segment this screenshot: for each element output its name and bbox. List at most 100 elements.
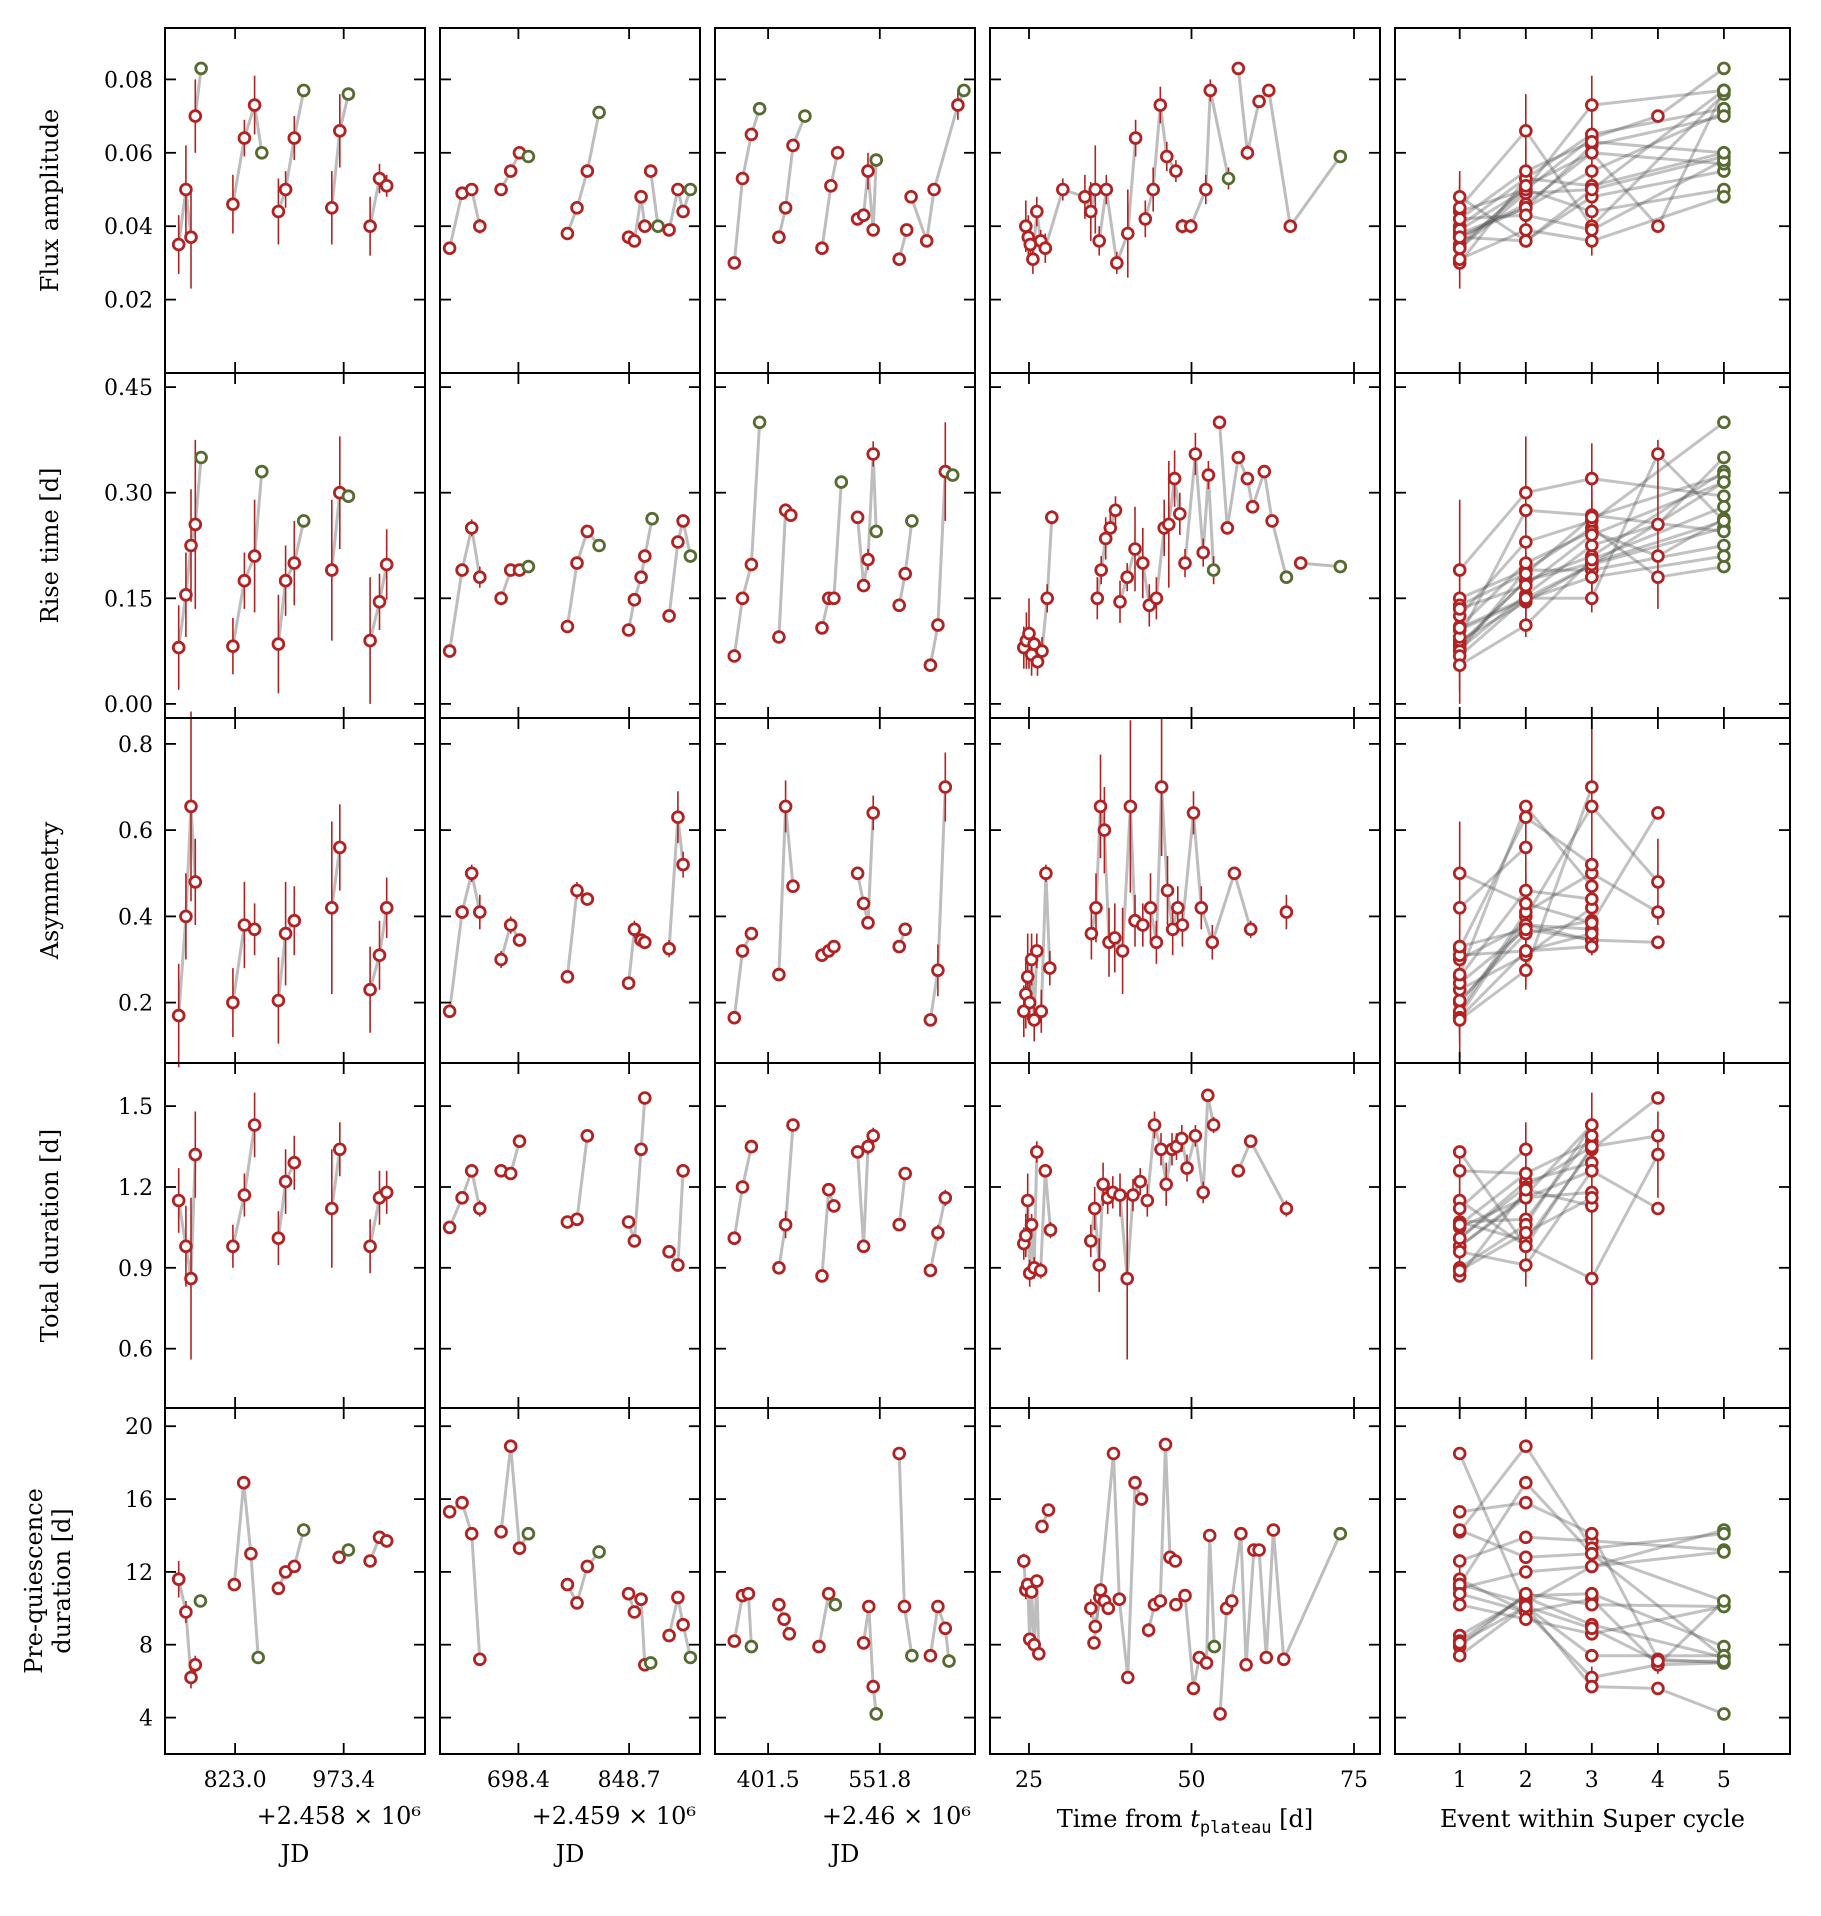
y-tick-label-r3t2: 1.2 (118, 1176, 153, 1201)
y-axis-title-r1l0: Rise time [d] (36, 468, 64, 624)
data-point-r0c2g1p0 (772, 230, 786, 245)
data-point-r3c0g0p2 (184, 1271, 198, 1286)
link-line-r0c2g1 (777, 115, 807, 238)
link-line-r3c4g14 (1458, 1172, 1527, 1226)
data-point-r0c3g2p1 (1099, 182, 1114, 197)
data-point-r0c3g3p0 (1138, 212, 1153, 226)
data-point-r2c0g3p1 (332, 840, 347, 855)
data-point-r0c2g1p1 (778, 201, 793, 215)
data-point-r3c3g5p2 (1180, 1161, 1194, 1175)
data-point-r4c3g6p6 (1252, 1543, 1266, 1557)
data-point-r0c2g1p3 (798, 109, 812, 123)
data-point-r3c3g0p4 (1024, 1217, 1039, 1232)
data-point-r4c2g0p0 (727, 1634, 742, 1648)
data-point-r4c4g12p3 (1651, 1681, 1665, 1696)
data-point-r1c1g1p3 (521, 559, 536, 574)
data-point-r0c3g3p1 (1146, 182, 1160, 197)
link-line-r3c1g2 (566, 1135, 589, 1224)
data-point-r4c2g5p3 (942, 1654, 956, 1668)
y-tick-label-r1t2: 0.30 (104, 482, 153, 507)
data-point-r4c1g0p3 (472, 1652, 487, 1667)
data-point-r2c3g5p5 (1243, 922, 1258, 937)
data-point-r2c1g1p0 (494, 952, 508, 967)
frame-layer (164, 27, 1791, 1755)
data-point-r3c3g3p2 (1120, 1271, 1134, 1286)
data-point-r0c3g0p0 (1019, 219, 1033, 234)
link-line-r3c4g5 (1459, 1169, 1659, 1229)
link-line-r3c3g6 (1236, 1139, 1288, 1210)
data-point-r4c0g0p2 (184, 1670, 198, 1685)
x-tick-label-c4t4: 5 (1717, 1768, 1731, 1793)
data-point-r1c3g4p0 (1149, 591, 1164, 606)
data-point-r4c1g2p3 (592, 1545, 606, 1559)
data-point-r0c4g0p3 (1651, 109, 1665, 123)
data-point-r1c1g4p1 (671, 535, 685, 549)
data-point-r2c4g13p2 (1585, 915, 1599, 930)
data-point-r3c2g2p2 (827, 1199, 841, 1213)
data-point-r4c2g5p0 (923, 1648, 938, 1663)
data-point-r1c0g0p0 (171, 640, 186, 655)
errorbar-layer (177, 75, 1659, 1689)
data-point-r4c2g0p2 (741, 1586, 756, 1601)
data-point-r3c1g0p2 (464, 1164, 479, 1178)
data-point-r4c3g2p0 (1084, 1601, 1098, 1616)
link-line-r1c3g6 (1218, 422, 1288, 578)
data-point-r4c0g2p0 (227, 1577, 242, 1592)
link-line-r0c4g2 (1459, 88, 1725, 213)
data-point-r0c0g2p2 (247, 98, 262, 112)
link-line-r0c3g5 (1236, 68, 1342, 228)
data-point-r4c4g14p3 (1651, 1654, 1665, 1668)
data-point-r2c3g1p2 (1043, 961, 1057, 975)
data-point-r1c3g6p3 (1240, 471, 1255, 486)
data-point-r2c0g1p2 (247, 922, 262, 937)
data-point-r0c1g0p2 (464, 182, 479, 197)
data-point-r2c2g0p1 (735, 944, 750, 958)
link-line-r4c4g15 (1459, 1528, 1725, 1603)
data-point-r2c1g0p2 (464, 866, 479, 881)
data-point-r1c1g1p0 (494, 591, 508, 606)
data-point-r3c4g5p3 (1651, 1201, 1665, 1216)
data-point-r0c2g4p0 (892, 252, 906, 267)
y-tick-label-r2t1: 0.4 (118, 905, 153, 930)
link-line-r4c4g10 (1459, 1603, 1725, 1636)
data-point-r0c3g1p4 (1088, 182, 1103, 197)
data-point-r0c4g14p2 (1585, 182, 1599, 197)
data-point-r4c2g0p3 (744, 1639, 759, 1654)
link-line-r0c4g4 (1458, 151, 1725, 228)
data-point-r0c4g3p1 (1519, 124, 1533, 138)
data-point-r2c1g3p3 (637, 935, 652, 950)
link-line-r0c4g14 (1458, 89, 1725, 243)
data-point-r3c2g2p1 (821, 1182, 836, 1197)
data-point-r1c4g7p3 (1651, 549, 1665, 563)
x-tick-label-c4t2: 3 (1585, 1768, 1599, 1793)
x-tick-label-c1t1: 848.7 (598, 1768, 661, 1793)
data-point-r4c1g3p4 (643, 1656, 658, 1670)
data-point-r2c4g0p2 (1585, 799, 1599, 814)
link-line-r0c4g7 (1459, 169, 1725, 243)
y-tick-label-r4t4: 20 (125, 1415, 153, 1440)
data-point-r3c2g1p0 (772, 1261, 786, 1275)
data-point-r0c4g6p2 (1585, 164, 1599, 178)
data-point-r3c3g4p1 (1147, 1118, 1162, 1132)
data-point-r0c4g12p1 (1519, 208, 1533, 223)
link-line-r0c3g4 (1182, 88, 1230, 228)
data-point-r2c3g2p0 (1084, 926, 1099, 941)
data-point-r3c3g6p2 (1279, 1201, 1294, 1216)
link-line-r3c3g1 (1039, 1169, 1052, 1271)
data-point-r2c4g5p3 (1651, 905, 1665, 919)
data-point-r4c0g5p0 (363, 1554, 377, 1568)
data-point-r0c2g3p1 (856, 208, 871, 223)
data-point-r3c2g0p0 (727, 1231, 742, 1245)
data-point-r3c0g0p1 (179, 1239, 193, 1254)
data-point-r3c3g4p0 (1140, 1193, 1155, 1208)
data-point-r4c4g11p1 (1519, 1586, 1533, 1601)
data-point-r1c1g0p0 (442, 644, 457, 658)
data-point-r4c0g2p2 (244, 1546, 258, 1561)
y-tick-label-r0t2: 0.06 (104, 142, 153, 167)
data-point-r1c1g3p0 (621, 623, 636, 637)
data-point-r4c1g3p2 (634, 1592, 648, 1606)
data-point-r2c0g4p1 (372, 948, 387, 962)
y-axis-title-r4l0: Pre-quiescence (20, 1488, 48, 1674)
data-point-r2c1g1p2 (512, 933, 527, 947)
data-point-r4c1g2p0 (560, 1577, 575, 1592)
